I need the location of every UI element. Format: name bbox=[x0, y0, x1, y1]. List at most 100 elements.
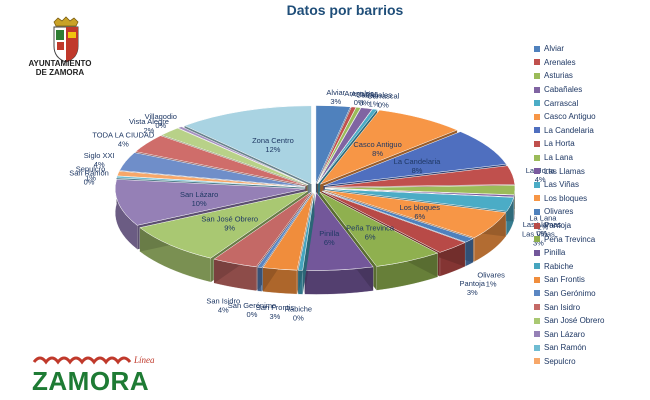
legend-item-alviar: Alviar bbox=[534, 42, 646, 56]
slice-label-zona-centro: Zona Centro 12% bbox=[252, 136, 294, 154]
slice-label-siglo-xxi: Siglo XXI 4% bbox=[84, 151, 115, 169]
legend-item-asturias: Asturias bbox=[534, 69, 646, 83]
legend-label: Las Viñas bbox=[544, 180, 579, 190]
slice-label-alviar: Alviar 3% bbox=[326, 88, 345, 106]
legend-item-san-l-zaro: San Lázaro bbox=[534, 327, 646, 341]
legend-swatch bbox=[534, 358, 540, 365]
legend-label: La Candelaria bbox=[544, 125, 594, 135]
legend-swatch bbox=[534, 331, 540, 338]
pie-slice-rabiche bbox=[297, 192, 315, 295]
pie-slices bbox=[114, 105, 516, 295]
legend-item-la-lana: La Lana bbox=[534, 151, 646, 165]
legend-swatch bbox=[534, 181, 540, 188]
legend-item-la-horta: La Horta bbox=[534, 137, 646, 151]
legend-label: Asturias bbox=[544, 71, 573, 81]
chart-title: Datos por barrios bbox=[286, 2, 404, 18]
legend-swatch bbox=[534, 304, 540, 311]
slice-label-las-vi-as: Las Viñas 3% bbox=[522, 230, 555, 248]
legend-item-rabiche: Rabiche bbox=[534, 260, 646, 274]
slice-label-san-l-zaro: San Lázaro 10% bbox=[180, 190, 218, 208]
legend-item-las-vi-as: Las Viñas bbox=[534, 178, 646, 192]
legend-swatch bbox=[534, 276, 540, 283]
legend-swatch bbox=[534, 236, 540, 243]
slice-label-casco-antiguo: Casco Antiguo 8% bbox=[353, 140, 401, 158]
legend-label: Cabañales bbox=[544, 85, 583, 95]
legend-label: Los bloques bbox=[544, 193, 588, 203]
legend-item-san-jos-obrero: San José Obrero bbox=[534, 314, 646, 328]
legend-swatch bbox=[534, 113, 540, 120]
slice-label-carrascal: Carrascal 0% bbox=[367, 92, 399, 110]
legend-item-arenales: Arenales bbox=[534, 56, 646, 70]
legend-swatch bbox=[534, 140, 540, 147]
legend-label: La Horta bbox=[544, 139, 575, 149]
legend-swatch bbox=[534, 263, 540, 270]
slice-label-vista-alegre: Vista Alegre 2% bbox=[129, 117, 169, 135]
legend-label: San Frontis bbox=[544, 275, 585, 285]
legend-label: Las Llamas bbox=[544, 166, 585, 176]
pie-labels: Alviar 3%Arenales 0%Asturias 0%Cabañales 1%C… bbox=[69, 88, 561, 323]
legend-label: San Lázaro bbox=[544, 329, 585, 339]
chart-legend: Alviar Arenales Asturias Cabañales Carrascal… bbox=[534, 42, 646, 368]
slice-label-pe-a-trevinca: Peña Trevinca 6% bbox=[346, 224, 395, 242]
legend-item-pantoja: Pantoja bbox=[534, 219, 646, 233]
legend-label: Arenales bbox=[544, 57, 576, 67]
legend-swatch bbox=[534, 86, 540, 93]
legend-label: Casco Antiguo bbox=[544, 112, 596, 122]
legend-swatch bbox=[534, 154, 540, 161]
legend-label: Pinilla bbox=[544, 248, 566, 258]
legend-item-pe-a-trevinca: Peña Trevinca bbox=[534, 232, 646, 246]
legend-label: La Lana bbox=[544, 153, 573, 163]
logo-word-text: ZAMORA bbox=[32, 366, 149, 395]
slice-label-caba-ales: Cabañales 1% bbox=[356, 91, 392, 109]
logo-script-text: Línea bbox=[133, 355, 155, 365]
slice-label-los-bloques: Los bloques 6% bbox=[400, 203, 441, 221]
slice-label-la-horta: La Horta 4% bbox=[526, 166, 556, 184]
city-hall-name-line2: DE ZAMORA bbox=[35, 68, 85, 77]
slice-label-olivares: Olivares 1% bbox=[477, 270, 505, 288]
slice-label-villagodio: Villagodio 0% bbox=[145, 112, 177, 130]
legend-item-los-bloques: Los bloques bbox=[534, 192, 646, 206]
legend-swatch bbox=[534, 45, 540, 52]
legend-swatch bbox=[534, 168, 540, 175]
legend-item-san-ram-n: San Ramón bbox=[534, 341, 646, 355]
legend-label: Sepulcro bbox=[544, 356, 576, 366]
slice-label-la-lana: La Lana 2% bbox=[529, 213, 557, 231]
legend-swatch bbox=[534, 290, 540, 297]
legend-swatch bbox=[534, 127, 540, 134]
legend-swatch bbox=[534, 317, 540, 324]
slice-label-san-frontis: San Frontis 3% bbox=[256, 303, 295, 321]
legend-item-la-candelaria: La Candelaria bbox=[534, 124, 646, 138]
legend-label: Carrascal bbox=[544, 98, 579, 108]
slice-label-san-isidro: San Isidro 4% bbox=[206, 297, 240, 315]
legend-label: Rabiche bbox=[544, 261, 574, 271]
legend-swatch bbox=[534, 72, 540, 79]
city-coat-of-arms-icon bbox=[53, 16, 79, 63]
legend-item-olivares: Olivares bbox=[534, 205, 646, 219]
slice-label-san-jos-obrero: San José Obrero 9% bbox=[201, 214, 258, 232]
slice-label-asturias: Asturias 0% bbox=[351, 90, 378, 108]
legend-swatch bbox=[534, 344, 540, 351]
legend-swatch bbox=[534, 100, 540, 107]
legend-item-pinilla: Pinilla bbox=[534, 246, 646, 260]
legend-swatch bbox=[534, 222, 540, 229]
legend-swatch bbox=[534, 208, 540, 215]
legend-label: San Isidro bbox=[544, 302, 581, 312]
legend-label: San Ramón bbox=[544, 343, 587, 353]
legend-label: San Gerónimo bbox=[544, 288, 596, 298]
legend-label: Peña Trevinca bbox=[544, 234, 596, 244]
slice-label-la-candelaria: La Candelaria 8% bbox=[394, 157, 442, 175]
legend-item-san-ger-nimo: San Gerónimo bbox=[534, 287, 646, 301]
legend-label: Pantoja bbox=[544, 221, 572, 231]
legend-item-casco-antiguo: Casco Antiguo bbox=[534, 110, 646, 124]
slice-label-san-ram-n: San Ramón 0% bbox=[69, 169, 109, 187]
slice-label-las-llamas: Las Llamas 0% bbox=[523, 220, 562, 238]
legend-item-san-isidro: San Isidro bbox=[534, 300, 646, 314]
legend-label: Alviar bbox=[544, 44, 565, 54]
legend-swatch bbox=[534, 249, 540, 256]
slice-label-san-ger-nimo: San Gerónimo 0% bbox=[228, 301, 276, 319]
pie-slice-pinilla bbox=[304, 191, 374, 295]
legend-item-las-llamas: Las Llamas bbox=[534, 164, 646, 178]
slice-label-sepulcro: Sepulcro 1% bbox=[76, 165, 106, 183]
legend-item-carrascal: Carrascal bbox=[534, 96, 646, 110]
